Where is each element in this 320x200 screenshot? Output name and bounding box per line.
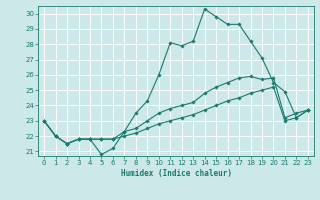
X-axis label: Humidex (Indice chaleur): Humidex (Indice chaleur) <box>121 169 231 178</box>
